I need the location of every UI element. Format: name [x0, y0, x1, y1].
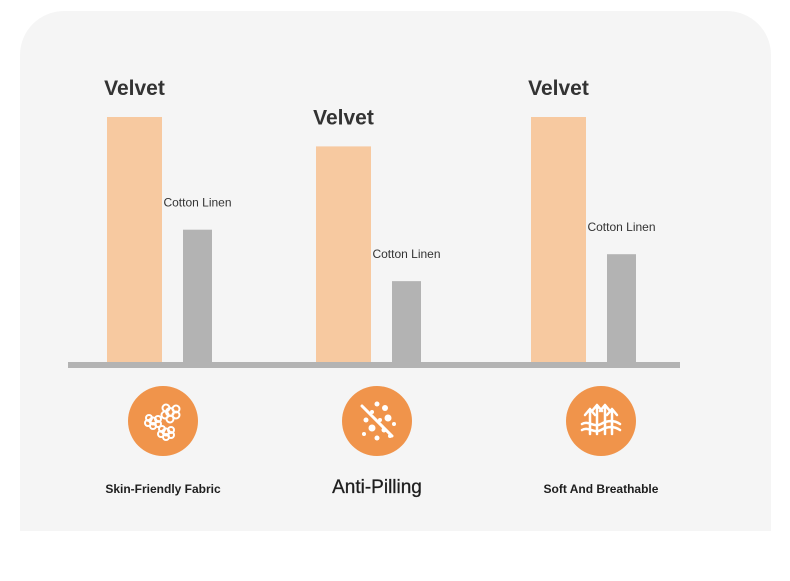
- feature-soft-breathable: Soft And Breathable: [501, 386, 701, 496]
- cotton-linen-bar: [607, 254, 636, 362]
- anti-pilling-icon: [342, 386, 412, 456]
- baseline: [68, 362, 680, 368]
- feature-skin-friendly: Skin-Friendly Fabric: [63, 386, 263, 496]
- feature-label: Skin-Friendly Fabric: [105, 482, 221, 496]
- series-label: Velvet: [104, 77, 165, 100]
- series-label: Cotton Linen: [372, 247, 440, 261]
- velvet-bar: [531, 117, 586, 362]
- series-label: Cotton Linen: [163, 196, 231, 210]
- feature-anti-pilling: Anti-Pilling: [277, 386, 477, 499]
- cotton-linen-bar: [183, 229, 212, 362]
- velvet-bar: [107, 117, 162, 362]
- series-label: Cotton Linen: [587, 220, 655, 234]
- breathable-arrows-icon: [566, 386, 636, 456]
- series-label: Velvet: [528, 77, 589, 100]
- series-label: Velvet: [313, 106, 374, 129]
- velvet-bar: [316, 146, 371, 362]
- feature-label: Anti-Pilling: [332, 477, 422, 498]
- feature-label: Soft And Breathable: [543, 482, 659, 496]
- flower-icon: [128, 386, 198, 456]
- cotton-linen-bar: [392, 281, 421, 362]
